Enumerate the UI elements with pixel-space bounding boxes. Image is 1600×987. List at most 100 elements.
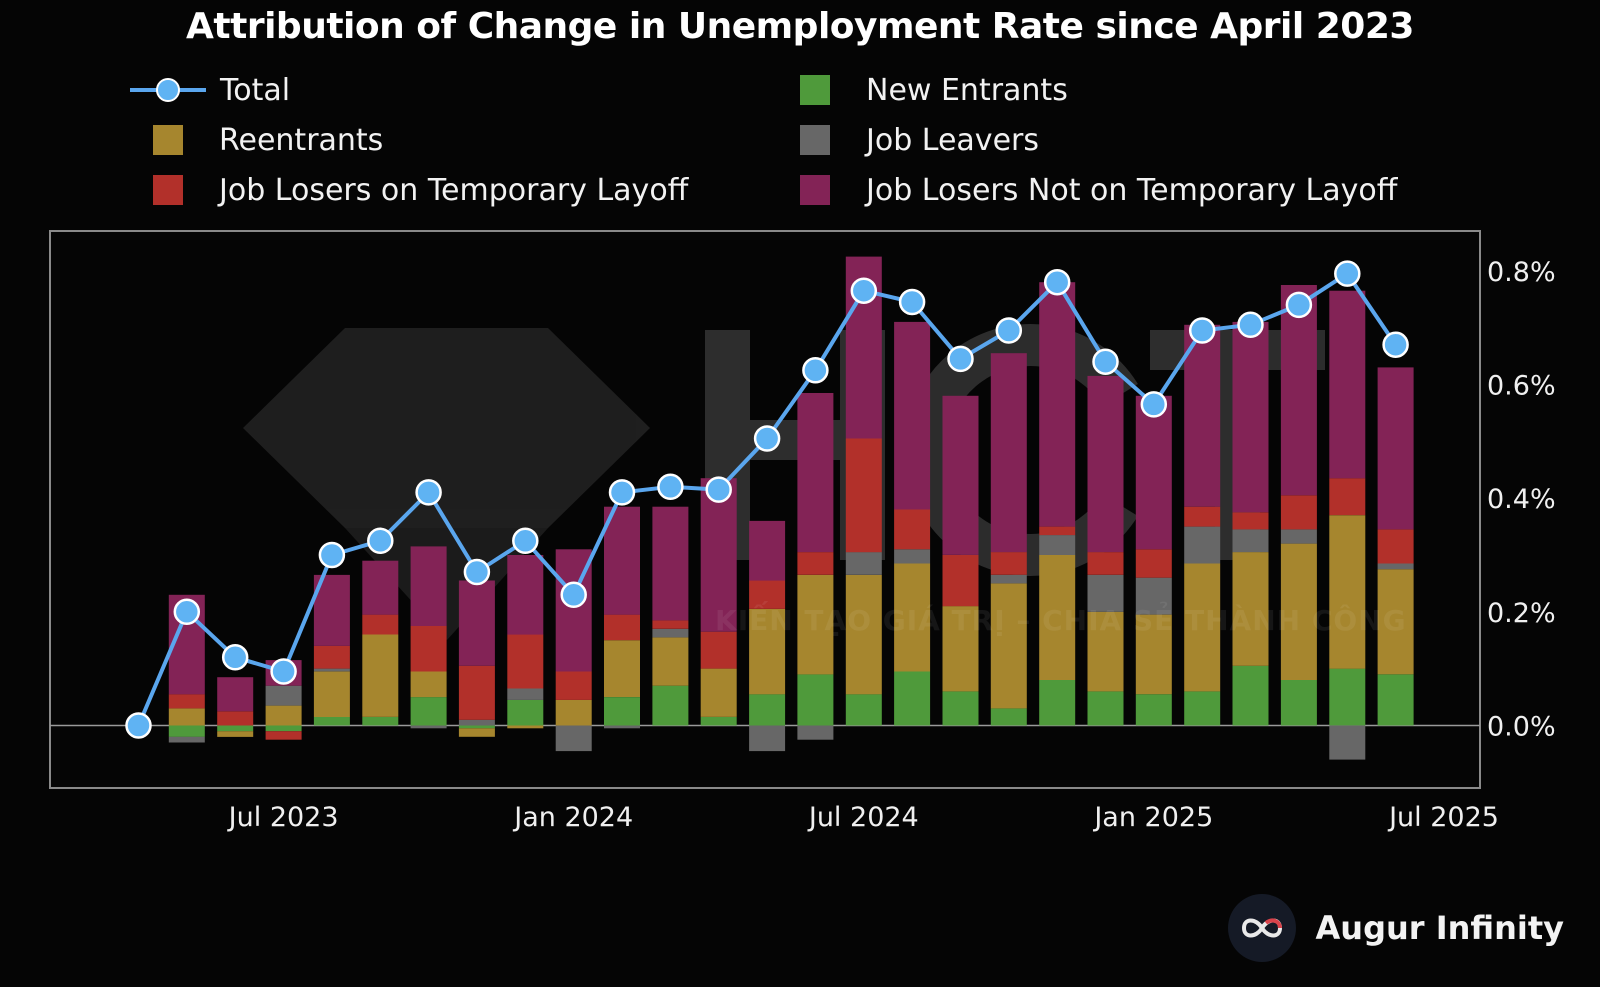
legend-line-marker	[130, 70, 206, 110]
total-point-23	[1237, 311, 1264, 339]
legend-item-job-leavers: Job Leavers	[800, 120, 1039, 160]
bar-job-losers-not-on-temporary-layoff-23	[1232, 321, 1269, 513]
total-point-5	[367, 527, 394, 555]
legend-label-total: Total	[220, 72, 291, 108]
bar-reentrants-4	[313, 671, 350, 717]
bar-reentrants-23	[1232, 552, 1269, 666]
legend-item-reentrants: Reentrants	[153, 120, 383, 160]
brand-badge: Augur Infinity	[1227, 893, 1564, 963]
bar-reentrants-22	[1184, 563, 1221, 692]
bar-job-losers-on-temporary-layoff-3	[265, 731, 302, 740]
bar-job-leavers-9	[555, 725, 592, 752]
bar-job-leavers-18	[990, 574, 1027, 584]
bar-job-losers-on-temporary-layoff-1	[168, 694, 205, 709]
bar-reentrants-11	[652, 637, 689, 686]
bar-new-entrants-14	[797, 674, 834, 726]
bar-new-entrants-13	[749, 694, 786, 726]
total-point-19	[1043, 268, 1071, 296]
bar-reentrants-19	[1039, 555, 1076, 680]
legend-swatch-reentrants	[153, 125, 183, 155]
bar-new-entrants-8	[507, 699, 544, 726]
y-tick-label: 0.2%	[1487, 598, 1556, 629]
total-point-3	[270, 658, 297, 685]
bar-reentrants-10	[604, 640, 640, 697]
bar-job-losers-on-temporary-layoff-2	[217, 711, 254, 726]
bar-reentrants-2	[217, 731, 254, 737]
bar-job-leavers-4	[313, 668, 350, 672]
bar-job-leavers-16	[894, 549, 931, 564]
bar-job-losers-on-temporary-layoff-18	[990, 552, 1027, 575]
bar-job-leavers-8	[507, 688, 544, 700]
bar-job-leavers-3	[265, 685, 302, 706]
bar-new-entrants-26	[1377, 674, 1414, 726]
bar-job-losers-on-temporary-layoff-22	[1184, 506, 1221, 527]
bar-job-losers-not-on-temporary-layoff-7	[458, 580, 495, 666]
total-point-18	[995, 317, 1023, 344]
x-tick-label: Jul 2024	[807, 802, 919, 833]
bar-reentrants-13	[749, 609, 786, 695]
bar-job-losers-not-on-temporary-layoff-17	[942, 395, 979, 555]
bar-job-losers-on-temporary-layoff-19	[1039, 526, 1076, 536]
bar-job-leavers-6	[410, 725, 447, 729]
y-tick-label: 0.8%	[1487, 257, 1556, 288]
bar-job-losers-on-temporary-layoff-17	[942, 555, 979, 607]
legend-item-temp-layoff: Job Losers on Temporary Layoff	[153, 170, 688, 210]
bar-reentrants-26	[1377, 569, 1414, 675]
bar-job-losers-not-on-temporary-layoff-2	[217, 677, 254, 712]
bar-job-losers-not-on-temporary-layoff-14	[797, 393, 834, 553]
total-point-22	[1188, 317, 1216, 344]
bar-reentrants-24	[1280, 543, 1317, 680]
bar-job-losers-on-temporary-layoff-9	[555, 671, 592, 700]
legend-swatch-new-entrants	[800, 75, 830, 105]
bar-reentrants-5	[362, 634, 399, 717]
bar-new-entrants-10	[604, 697, 640, 726]
legend-label-reentrants: Reentrants	[219, 122, 384, 158]
bar-job-losers-on-temporary-layoff-20	[1087, 552, 1124, 575]
bar-job-losers-on-temporary-layoff-23	[1232, 512, 1269, 530]
total-point-24	[1285, 291, 1313, 319]
bar-job-losers-on-temporary-layoff-11	[652, 620, 689, 629]
bar-job-losers-on-temporary-layoff-14	[797, 552, 834, 575]
legend-label-not-temp-layoff: Job Losers Not on Temporary Layoff	[866, 172, 1398, 208]
total-point-25	[1334, 260, 1361, 287]
bar-job-leavers-1	[168, 736, 205, 743]
bar-new-entrants-25	[1329, 668, 1366, 726]
bar-job-losers-on-temporary-layoff-15	[845, 438, 882, 553]
bar-new-entrants-4	[313, 717, 350, 726]
y-tick-label: 0.4%	[1487, 484, 1556, 515]
bar-reentrants-9	[555, 699, 592, 726]
bar-job-losers-on-temporary-layoff-4	[313, 645, 350, 669]
bar-job-leavers-25	[1329, 725, 1366, 760]
total-point-2	[221, 644, 249, 671]
bar-job-losers-not-on-temporary-layoff-21	[1135, 395, 1172, 550]
bar-new-entrants-21	[1135, 694, 1172, 726]
bar-new-entrants-12	[700, 717, 737, 726]
bar-reentrants-6	[410, 671, 447, 698]
bar-job-losers-on-temporary-layoff-13	[749, 580, 786, 609]
bar-job-leavers-15	[845, 552, 882, 575]
bar-job-leavers-20	[1087, 574, 1124, 612]
bar-new-entrants-16	[894, 671, 931, 726]
bar-job-losers-not-on-temporary-layoff-12	[700, 478, 737, 632]
bar-reentrants-18	[990, 583, 1027, 709]
bar-new-entrants-7	[458, 725, 495, 729]
total-point-9	[560, 581, 587, 609]
bar-new-entrants-24	[1280, 680, 1317, 726]
bar-reentrants-7	[458, 728, 495, 737]
bar-reentrants-16	[894, 563, 931, 672]
total-point-12	[705, 476, 732, 503]
total-point-16	[898, 288, 926, 316]
bar-job-leavers-21	[1135, 577, 1172, 615]
x-axis-ticks: Jul 2023 Jan 2024 Jul 2024 Jan 2025 Jul 2025	[227, 802, 1499, 833]
bar-reentrants-21	[1135, 614, 1172, 695]
bar-reentrants-17	[942, 606, 979, 692]
total-point-10	[608, 479, 636, 506]
bar-new-entrants-2	[217, 725, 254, 732]
x-tick-label: Jan 2024	[512, 802, 633, 833]
total-point-21	[1140, 391, 1168, 418]
bars-layer	[168, 256, 1414, 760]
bar-reentrants-20	[1087, 611, 1124, 692]
total-point-14	[802, 357, 829, 384]
watermark-tagline: KIẾN TẠO GIÁ TRỊ – CHIA SẺ THÀNH CÔNG	[715, 604, 1407, 637]
